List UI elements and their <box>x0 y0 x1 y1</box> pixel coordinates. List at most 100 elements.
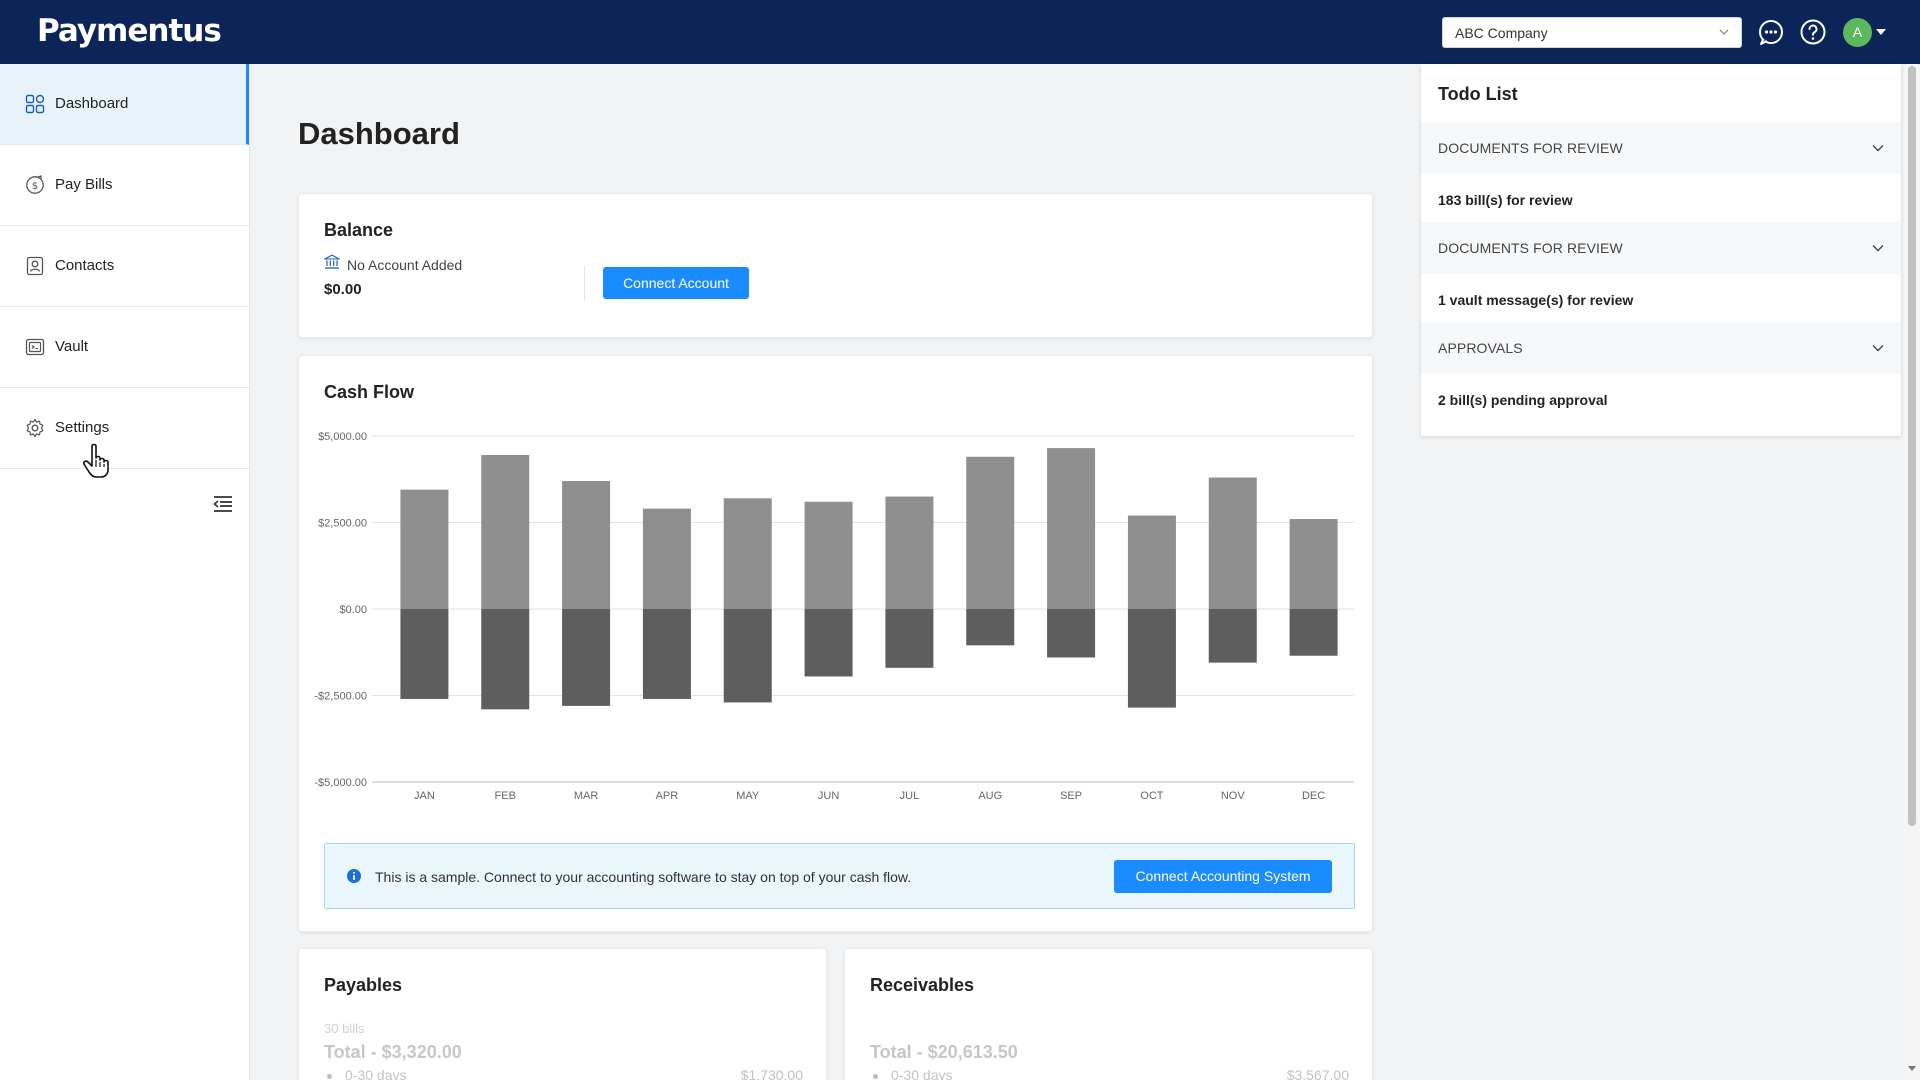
x-tick-label: JUL <box>900 790 920 802</box>
y-tick-label: -$5,000.00 <box>314 777 367 789</box>
balance-amount: $0.00 <box>324 281 362 298</box>
expense-bar <box>885 609 934 668</box>
x-tick-label: MAY <box>736 790 760 802</box>
payables-title: Payables <box>324 975 403 995</box>
todo-item[interactable]: 183 bill(s) for review <box>1438 192 1573 208</box>
user-avatar[interactable]: A <box>1843 18 1872 47</box>
receivables-total: Total - $20,613.50 <box>870 1042 1018 1062</box>
sample-info-text: This is a sample. Connect to your accoun… <box>375 869 912 885</box>
todo-group-heading: DOCUMENTS FOR REVIEW <box>1438 240 1623 256</box>
x-tick-label: JAN <box>414 790 435 802</box>
y-tick-label: $2,500.00 <box>318 518 367 530</box>
expense-bar <box>400 609 449 699</box>
page-title: Dashboard <box>298 116 460 151</box>
company-select[interactable]: ABC Company <box>1442 17 1742 48</box>
income-bar <box>804 501 853 609</box>
income-bar <box>400 489 449 609</box>
bucket-bullet <box>327 1074 332 1079</box>
todo-item[interactable]: 2 bill(s) pending approval <box>1438 392 1608 408</box>
chevron-down-icon <box>1872 245 1884 252</box>
x-tick-label: SEP <box>1060 790 1082 802</box>
expense-bar <box>642 609 691 699</box>
todo-item[interactable]: 1 vault message(s) for review <box>1438 292 1634 308</box>
chat-bubble-icon[interactable] <box>1757 18 1785 46</box>
balance-divider <box>584 266 585 301</box>
todo-group-heading: APPROVALS <box>1438 340 1523 356</box>
x-tick-label: AUG <box>978 790 1002 802</box>
cash-flow-title: Cash Flow <box>324 382 415 402</box>
todo-group-heading: DOCUMENTS FOR REVIEW <box>1438 140 1623 156</box>
income-bar <box>1289 519 1338 609</box>
sidebar-item-settings[interactable]: Settings <box>0 388 249 469</box>
payables-bucket-label: 0-30 days <box>345 1067 407 1080</box>
y-tick-label: $5,000.00 <box>318 431 367 443</box>
expense-bar <box>966 609 1015 646</box>
income-bar <box>885 496 934 609</box>
income-bar <box>1208 477 1257 609</box>
income-bar <box>1127 515 1176 609</box>
paymentus-logo[interactable]: Paymentus <box>37 13 222 49</box>
bank-icon <box>324 254 340 269</box>
x-tick-label: JUN <box>818 790 839 802</box>
connect-accounting-system-button[interactable]: Connect Accounting System <box>1114 860 1332 893</box>
dashboard-grid-icon <box>25 94 45 114</box>
sidebar-item-pay-bills[interactable]: $ Pay Bills <box>0 145 249 226</box>
bucket-bullet <box>873 1074 878 1079</box>
connect-account-button[interactable]: Connect Account <box>603 267 749 299</box>
income-bar <box>966 456 1015 609</box>
receivables-title: Receivables <box>870 975 975 995</box>
x-tick-label: APR <box>656 790 679 802</box>
income-bar <box>1047 448 1096 609</box>
sidebar-item-contacts[interactable]: Contacts <box>0 226 249 307</box>
sample-info-banner: This is a sample. Connect to your accoun… <box>324 843 1355 909</box>
cash-flow-card: Cash Flow $5,000.00 $2,500.00 $0.00 -$2,500… <box>298 355 1373 987</box>
svg-text:$: $ <box>32 181 38 192</box>
sidebar-item-dashboard[interactable]: Dashboard <box>0 64 249 145</box>
expense-bar <box>1289 609 1338 656</box>
top-bar: Paymentus ABC Company A <box>0 0 1920 64</box>
todo-group-header[interactable]: DOCUMENTS FOR REVIEW <box>1421 222 1901 274</box>
payables-total: Total - $3,320.00 <box>324 1042 462 1062</box>
income-bar <box>481 455 530 609</box>
sidebar-item-vault[interactable]: Vault <box>0 307 249 388</box>
y-tick-label: $0.00 <box>339 604 367 616</box>
expense-bar <box>1047 609 1096 658</box>
income-bar <box>642 508 691 609</box>
gear-icon <box>26 418 44 438</box>
sidebar-item-label: Dashboard <box>55 95 129 112</box>
help-icon[interactable] <box>1799 18 1827 46</box>
expense-bar <box>1127 609 1176 708</box>
sidebar-item-label: Vault <box>55 338 89 355</box>
sidebar-item-label: Contacts <box>55 257 115 274</box>
todo-group-header[interactable]: APPROVALS <box>1421 322 1901 374</box>
page-scrollbar[interactable] <box>1904 64 1920 1080</box>
x-tick-label: OCT <box>1140 790 1164 802</box>
scroll-down-arrow-icon[interactable] <box>1908 1066 1916 1071</box>
todo-list-title: Todo List <box>1438 84 1518 104</box>
contact-card-icon <box>26 256 44 276</box>
receivables-bucket-amount: $3,567.00 <box>1286 1067 1349 1080</box>
chevron-down-icon <box>1872 345 1884 352</box>
collapse-sidebar-icon[interactable] <box>213 495 233 513</box>
company-select-value: ABC Company <box>1455 25 1548 41</box>
y-tick-label: -$2,500.00 <box>314 691 367 703</box>
info-icon <box>347 869 361 883</box>
todo-group-header[interactable]: DOCUMENTS FOR REVIEW <box>1421 122 1901 174</box>
expense-bar <box>562 609 611 706</box>
x-tick-label: NOV <box>1221 790 1246 802</box>
receivables-card: Receivables Total - $20,613.50 0-30 days… <box>844 948 1373 1080</box>
cash-flow-chart: $5,000.00 $2,500.00 $0.00 -$2,500.00 -$5,000… <box>314 431 1354 802</box>
x-tick-label: FEB <box>495 790 516 802</box>
expense-bar <box>723 609 772 703</box>
sidebar-item-label: Pay Bills <box>55 176 113 193</box>
x-tick-label: MAR <box>574 790 599 802</box>
income-bar <box>562 480 611 609</box>
income-bar <box>723 498 772 609</box>
x-tick-label: DEC <box>1302 790 1325 802</box>
payables-bucket-amount: $1,730.00 <box>740 1067 803 1080</box>
payables-card: Payables 30 bills Total - $3,320.00 0-30… <box>298 948 827 1080</box>
scrollbar-thumb[interactable] <box>1908 66 1916 826</box>
chevron-down-icon <box>1719 29 1729 35</box>
avatar-caret-icon[interactable] <box>1876 29 1886 35</box>
vault-icon <box>25 338 45 356</box>
